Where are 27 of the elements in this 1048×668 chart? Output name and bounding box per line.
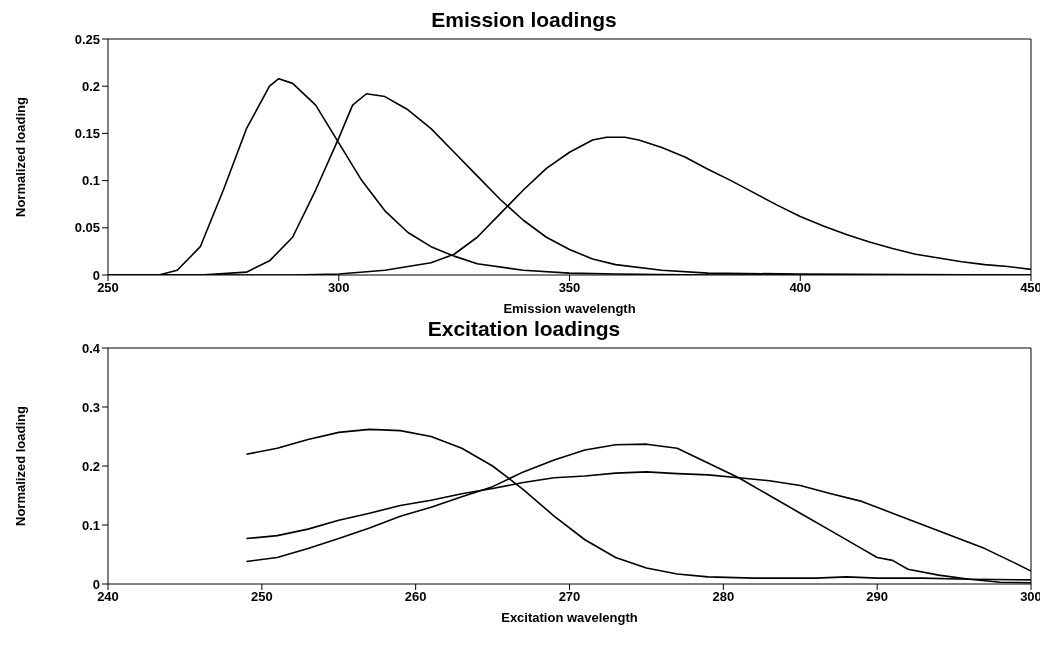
y-tick-label: 0.05 [74,220,100,236]
y-tick-label: 0.3 [81,399,100,415]
y-tick-label: 0.2 [81,78,100,94]
y-tick-label: 0 [92,267,100,283]
x-axis-title: Excitation wavelength [501,610,638,625]
x-tick-label: 240 [97,589,119,605]
x-tick-label: 400 [789,280,812,296]
chart-title: Emission loadings [430,8,618,32]
y-tick-label: 0.1 [81,173,100,189]
y-tick-label: 0.25 [74,31,100,47]
x-tick-label: 350 [558,280,581,296]
x-tick-label: 250 [250,589,273,605]
y-tick-label: 0.2 [81,458,100,474]
x-tick-label: 280 [712,589,735,605]
y-axis-title: Normalized loading [12,406,28,526]
y-tick-label: 0.15 [74,126,100,142]
x-tick-label: 300 [327,280,350,296]
x-axis-title: Emission wavelength [503,301,636,316]
y-tick-label: 0.4 [81,340,101,356]
y-axis-title: Normalized loading [12,97,28,217]
x-tick-label: 260 [404,589,427,605]
y-tick-label: 0 [92,576,100,592]
chart-title: Excitation loadings [426,317,622,341]
x-tick-label: 290 [866,589,889,605]
x-tick-label: 250 [97,280,119,296]
y-tick-label: 0.1 [81,517,100,533]
x-tick-label: 270 [558,589,581,605]
